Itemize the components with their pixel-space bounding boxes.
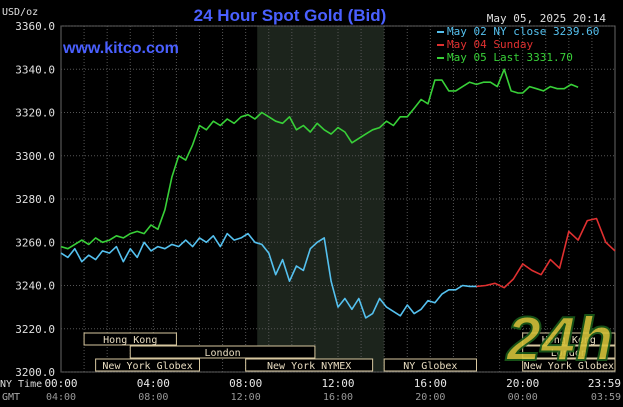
series-line — [60, 232, 477, 319]
y-tick-label: 3240.0 — [15, 280, 55, 293]
session-label: Hong Kong — [542, 335, 596, 346]
x-tick-ny: 08:00 — [229, 377, 262, 390]
session-label: London — [205, 348, 241, 359]
legend-entry: May 02 NY close 3239.60 — [447, 25, 599, 38]
watermark-logo: 24h — [506, 305, 614, 374]
x-tick-ny: 23:59 — [588, 377, 621, 390]
x-tick-gmt: 03:59 — [591, 392, 621, 403]
unit-label: USD/oz — [2, 7, 38, 18]
legend-entry: May 05 Last 3331.70 — [447, 51, 573, 64]
x-tick-gmt: 16:00 — [323, 392, 353, 403]
gmt-label: GMT — [2, 392, 20, 403]
shaded-session-region — [257, 26, 385, 372]
session-label: Hong Kong — [103, 335, 157, 346]
session-bar: London — [522, 345, 616, 359]
session-bar: New York NYMEX — [245, 358, 374, 372]
session-bar: London — [129, 345, 316, 359]
y-tick-label: 3300.0 — [15, 150, 55, 163]
x-tick-gmt: 08:00 — [138, 392, 168, 403]
series-line — [476, 217, 616, 289]
session-bar: Hong Kong — [522, 332, 616, 346]
x-tick-ny: 12:00 — [321, 377, 354, 390]
session-bar: NY Globex — [383, 358, 477, 372]
session-label: London — [551, 348, 587, 359]
session-box — [522, 358, 616, 372]
session-bar: New York Globex — [95, 358, 200, 372]
site-link[interactable]: www.kitco.com — [62, 40, 179, 57]
session-label: New York NYMEX — [267, 361, 351, 372]
y-tick-label: 3200.0 — [15, 366, 55, 379]
x-tick-ny: 00:00 — [44, 377, 77, 390]
y-tick-label: 3280.0 — [15, 193, 55, 206]
timestamp: May 05, 2025 20:14 — [487, 12, 607, 25]
x-tick-gmt: 12:00 — [231, 392, 261, 403]
y-tick-label: 3260.0 — [15, 236, 55, 249]
x-tick-gmt: 04:00 — [46, 392, 76, 403]
y-tick-label: 3320.0 — [15, 107, 55, 120]
ny-time-label: NY Time — [0, 379, 42, 390]
x-tick-ny: 20:00 — [506, 377, 539, 390]
series-line — [60, 68, 579, 250]
x-tick-ny: 04:00 — [137, 377, 170, 390]
x-tick-gmt: 20:00 — [415, 392, 445, 403]
session-bar: New York Globex — [522, 358, 616, 372]
session-box — [245, 358, 374, 372]
session-label: New York Globex — [102, 361, 192, 372]
session-label: NY Globex — [403, 361, 457, 372]
session-box — [522, 345, 616, 359]
session-bar: Hong Kong — [83, 332, 177, 346]
session-box — [383, 358, 477, 372]
legend-entry: May 04 Sunday — [447, 38, 533, 51]
y-tick-label: 3360.0 — [15, 20, 55, 33]
session-box — [95, 358, 200, 372]
session-box — [129, 345, 316, 359]
x-tick-ny: 16:00 — [414, 377, 447, 390]
x-tick-gmt: 00:00 — [508, 392, 538, 403]
y-tick-label: 3220.0 — [15, 323, 55, 336]
session-box — [522, 332, 616, 346]
session-label: New York Globex — [524, 361, 614, 372]
y-tick-label: 3340.0 — [15, 63, 55, 76]
chart-title: 24 Hour Spot Gold (Bid) — [194, 6, 387, 25]
session-box — [83, 332, 177, 346]
